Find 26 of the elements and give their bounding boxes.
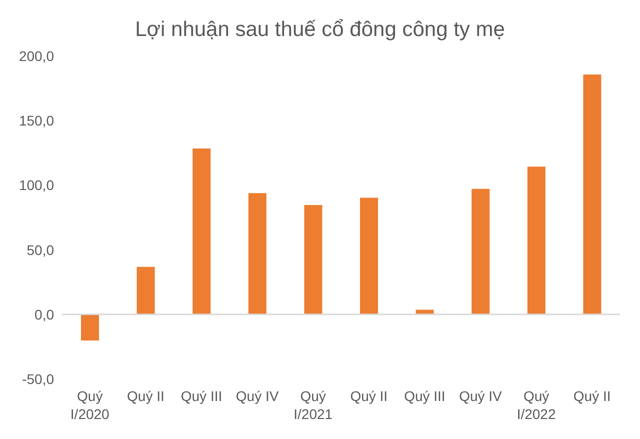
bar [472, 188, 490, 314]
x-tick-label: Quý IV [459, 388, 503, 404]
y-tick-label: 50,0 [26, 242, 54, 258]
bar [360, 198, 378, 314]
x-tick-label: Quý II [573, 388, 611, 404]
x-tick-label: Quý I/2022 [516, 388, 556, 422]
chart-title: Lợi nhuận sau thuế cổ đông công ty mẹ [134, 17, 506, 43]
x-tick-label: Quý I/2021 [294, 388, 333, 422]
bar [81, 314, 99, 340]
bar [136, 266, 155, 314]
bar [304, 204, 322, 314]
y-tick-label: 200,0 [18, 48, 54, 64]
y-tick-label: 150,0 [18, 112, 54, 129]
x-tick-label: Quý II [350, 388, 388, 404]
bar [248, 193, 266, 314]
x-tick-label: Quý I/2020 [70, 388, 110, 422]
bar [583, 74, 602, 314]
bar [192, 148, 211, 314]
y-tick-label: 0,0 [34, 306, 54, 322]
bar [527, 166, 546, 314]
y-tick-label: 100,0 [18, 177, 54, 194]
x-tick-label: Quý III [404, 388, 446, 404]
y-tick-label: -50,0 [22, 370, 54, 387]
x-tick-label: Quý II [127, 388, 164, 404]
x-tick-label: Quý III [180, 388, 222, 404]
x-tick-label: Quý IV [236, 388, 280, 404]
